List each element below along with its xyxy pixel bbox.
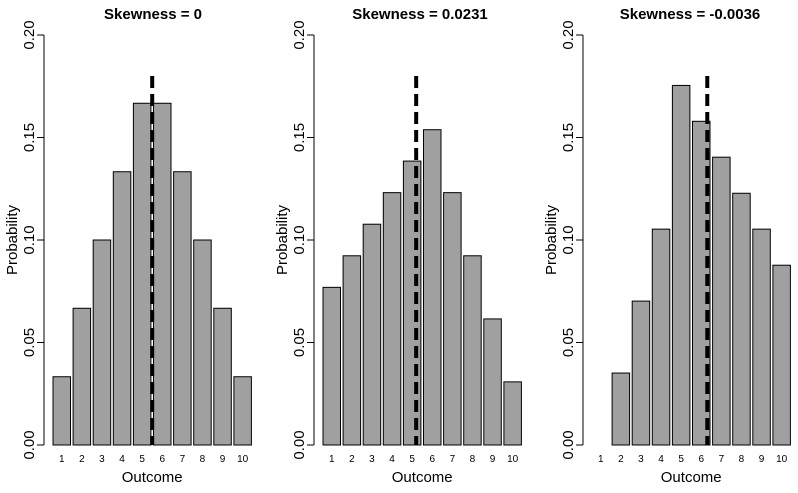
- bar: [651, 228, 671, 446]
- bar: [631, 300, 651, 446]
- bar: [193, 239, 212, 446]
- chart-panel-3: Skewness = -0.0036 0.00 0.05 0.10 0.15 0.20 Pr…: [543, 6, 791, 486]
- x-axis-label: Outcome: [122, 469, 183, 486]
- x-axis-label: Outcome: [392, 469, 453, 486]
- x-tick-label: 7: [450, 454, 456, 465]
- bar: [52, 376, 71, 446]
- bar: [671, 84, 691, 446]
- x-tick-label: 8: [739, 454, 745, 465]
- x-tick-label: 6: [429, 454, 435, 465]
- y-tick-label: 0.00: [560, 430, 577, 459]
- bar: [611, 372, 631, 446]
- x-tick-label: 1: [329, 454, 335, 465]
- x-tick-label: 10: [507, 454, 519, 465]
- bar: [322, 286, 341, 446]
- x-tick-label: 7: [180, 454, 186, 465]
- bar: [423, 129, 442, 446]
- x-tick-label: 6: [698, 454, 704, 465]
- x-tick-label: 3: [638, 454, 644, 465]
- bar: [233, 376, 252, 446]
- x-tick-label: 7: [719, 454, 725, 465]
- x-tick-label: 9: [220, 454, 226, 465]
- y-tick-label: 0.05: [560, 328, 577, 357]
- y-axis-label: Probability: [274, 204, 291, 275]
- x-tick-label: 4: [119, 454, 125, 465]
- x-tick-label: 3: [369, 454, 375, 465]
- chart-title: Skewness = 0.0231: [352, 6, 488, 23]
- x-tick-label: 4: [389, 454, 395, 465]
- x-tick-label: 8: [200, 454, 206, 465]
- x-tick-label: 9: [490, 454, 496, 465]
- bar: [732, 192, 751, 446]
- y-tick-label: 0.00: [291, 430, 308, 459]
- y-tick-label: 0.10: [560, 225, 577, 254]
- bar: [752, 228, 771, 446]
- x-tick-label: 2: [349, 454, 355, 465]
- bar: [342, 255, 362, 446]
- x-tick-label: 2: [618, 454, 624, 465]
- y-tick-label: 0.15: [21, 123, 38, 152]
- bar: [92, 239, 112, 446]
- x-tick-label: 5: [409, 454, 415, 465]
- bar: [443, 192, 462, 446]
- bar: [132, 102, 152, 446]
- y-tick-label: 0.20: [560, 20, 577, 49]
- y-tick-label: 0.15: [560, 123, 577, 152]
- chart-title: Skewness = 0: [104, 6, 202, 23]
- x-tick-label: 3: [99, 454, 105, 465]
- x-tick-label: 10: [237, 454, 249, 465]
- bar: [153, 102, 172, 446]
- x-tick-label: 9: [759, 454, 765, 465]
- y-tick-label: 0.00: [21, 430, 38, 459]
- x-axis-label: Outcome: [661, 469, 722, 486]
- y-tick-label: 0.10: [291, 225, 308, 254]
- x-tick-label: 2: [79, 454, 85, 465]
- x-tick-label: 5: [139, 454, 145, 465]
- bar: [173, 171, 192, 446]
- bar: [772, 264, 791, 446]
- chart-title: Skewness = -0.0036: [620, 6, 761, 23]
- y-tick-label: 0.15: [291, 123, 308, 152]
- x-tick-label: 8: [470, 454, 476, 465]
- chart-panel-2: Skewness = 0.0231 0.00 0.05 0.10 0.15 0.20 Pro…: [274, 6, 522, 486]
- chart-panel-1: Skewness = 0 0.00 0.05 0.10 0.15 0.20 Probabil…: [4, 6, 252, 486]
- bar: [712, 156, 731, 446]
- bar: [112, 171, 132, 446]
- y-tick-label: 0.20: [291, 20, 308, 49]
- x-tick-label: 5: [678, 454, 684, 465]
- x-tick-label: 1: [598, 454, 604, 465]
- x-tick-label: 4: [658, 454, 664, 465]
- y-axis-label: Probability: [4, 204, 21, 275]
- bar: [483, 318, 502, 446]
- bar: [503, 381, 522, 446]
- x-tick-label: 10: [776, 454, 788, 465]
- bar: [463, 255, 482, 446]
- bar: [213, 307, 232, 446]
- x-tick-label: 1: [59, 454, 65, 465]
- y-tick-label: 0.05: [291, 328, 308, 357]
- y-tick-label: 0.20: [21, 20, 38, 49]
- bar: [72, 307, 92, 446]
- y-tick-label: 0.05: [21, 328, 38, 357]
- bar: [402, 160, 422, 446]
- x-tick-label: 6: [159, 454, 165, 465]
- bar: [362, 223, 382, 446]
- bar: [382, 192, 402, 446]
- y-axis-label: Probability: [543, 204, 560, 275]
- y-tick-label: 0.10: [21, 225, 38, 254]
